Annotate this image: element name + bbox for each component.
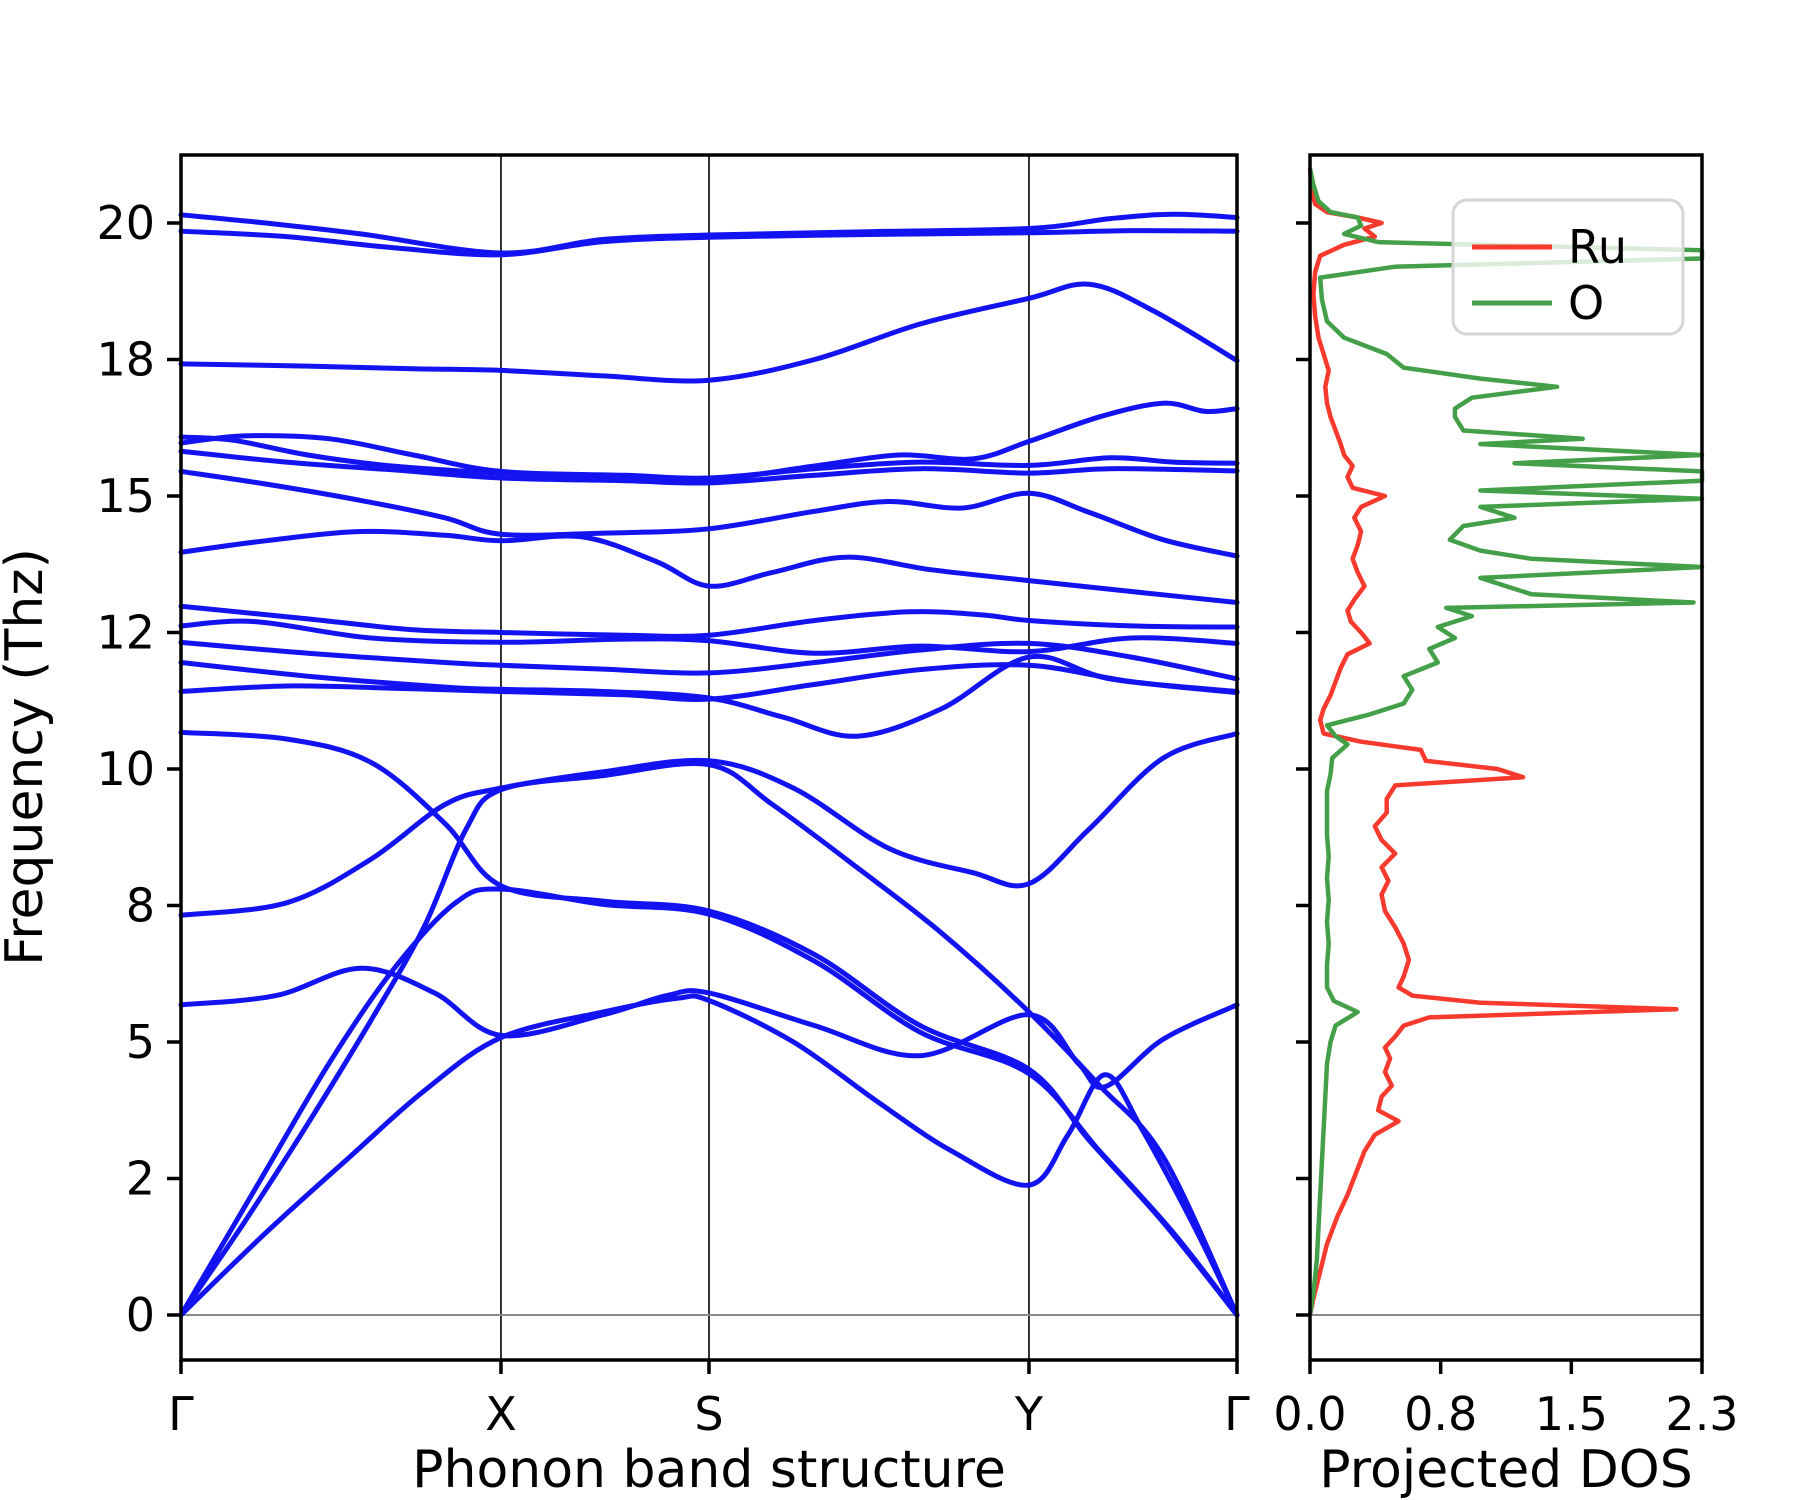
dos-x-tick-label: 0.8 (1404, 1387, 1477, 1441)
band-x-axis-label: Phonon band structure (412, 1440, 1006, 1500)
phonon-band-curve (178, 639, 1240, 682)
legend-ru-label: Ru (1568, 220, 1627, 274)
legend-o-label: O (1568, 276, 1604, 330)
dos-legend: Ru O (1451, 198, 1685, 336)
dos-x-tick-label: 2.3 (1665, 1387, 1738, 1441)
phonon-band-curve (178, 281, 1240, 384)
dos-x-tick-label: 1.5 (1535, 1387, 1608, 1441)
y-tick-label: 18 (96, 333, 155, 387)
y-tick-label: 0 (126, 1288, 155, 1342)
phonon-band-curve (178, 993, 1240, 1318)
phonon-band-curve (178, 662, 1240, 702)
phonon-band-curve (178, 228, 1240, 258)
dos-x-tick-label: 0.0 (1273, 1387, 1346, 1441)
dos-x-axis-label: Projected DOS (1319, 1440, 1692, 1500)
phonon-band-curve (178, 731, 1240, 918)
phonon-band-curve (178, 448, 1240, 486)
y-axis-label: Frequency (Thz) (0, 548, 55, 966)
y-tick-label: 15 (96, 469, 155, 523)
kpoint-label: S (694, 1387, 723, 1441)
phonon-band-curves (178, 211, 1240, 1318)
axis-ticks (167, 221, 1704, 1374)
phonon-band-curve (178, 433, 1240, 481)
phonon-band-curve (178, 760, 1240, 1318)
phonon-band-curve (178, 653, 1240, 739)
y-tick-label: 10 (96, 742, 155, 796)
phonon-band-curve (178, 528, 1240, 605)
y-tick-label: 5 (126, 1015, 155, 1069)
phonon-band-curve (178, 965, 1240, 1090)
y-tick-label: 12 (96, 606, 155, 660)
y-tick-label: 8 (126, 879, 155, 933)
kpoint-label: Γ (168, 1387, 194, 1441)
y-tick-label: 20 (96, 196, 155, 250)
dos-curve-ru (1307, 168, 1679, 1316)
projected-dos-curves (1307, 167, 1705, 1316)
kpoint-label: Γ (1224, 1387, 1250, 1441)
band-gridlines (500, 155, 1030, 1360)
phonon-band-curve (178, 603, 1240, 639)
axis-tick-labels: 0 2 5 8 10 12 15 18 20 Γ X S Y Γ 0.0 0.8 1.5 2.3 (96, 196, 1738, 1441)
dos-curve-o (1307, 167, 1705, 1316)
phonon-band-curve (178, 886, 1240, 1318)
dos-panel-spine (1308, 153, 1704, 1362)
kpoint-label: Y (1014, 1387, 1044, 1441)
kpoint-label: X (485, 1387, 517, 1441)
y-tick-label: 2 (126, 1152, 155, 1206)
phonon-band-curve (178, 468, 1240, 559)
